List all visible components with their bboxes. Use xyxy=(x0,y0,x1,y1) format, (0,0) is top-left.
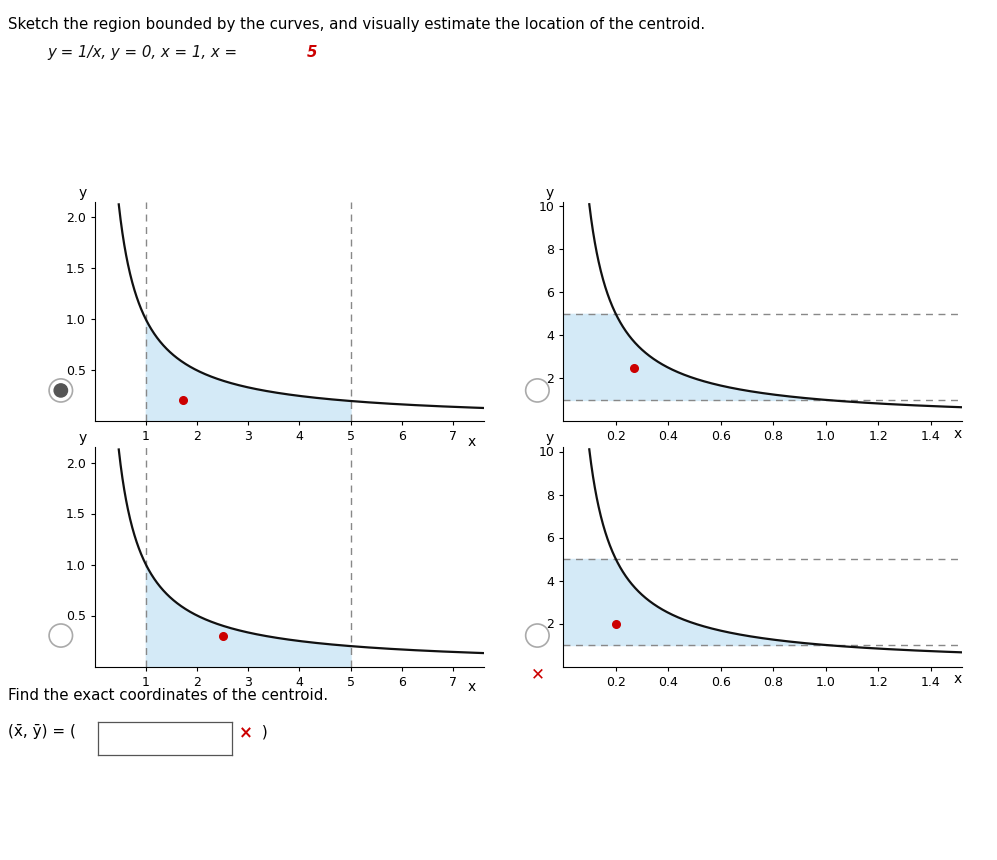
Text: Sketch the region bounded by the curves, and visually estimate the location of t: Sketch the region bounded by the curves,… xyxy=(8,17,705,32)
Text: x: x xyxy=(954,672,962,686)
Text: y: y xyxy=(79,186,87,200)
Text: ✕: ✕ xyxy=(530,665,544,683)
Text: x: x xyxy=(468,434,476,449)
Text: y = 1/x, y = 0, x = 1, x =: y = 1/x, y = 0, x = 1, x = xyxy=(48,45,242,59)
Text: ): ) xyxy=(257,724,268,739)
Text: 5: 5 xyxy=(307,45,318,59)
Text: (x̄, ȳ) = (: (x̄, ȳ) = ( xyxy=(8,724,76,739)
Text: y: y xyxy=(545,186,553,200)
Text: ×: × xyxy=(239,724,253,742)
Text: x: x xyxy=(468,679,476,694)
Text: y: y xyxy=(79,431,87,445)
Text: Find the exact coordinates of the centroid.: Find the exact coordinates of the centro… xyxy=(8,688,328,703)
Text: y: y xyxy=(545,431,553,445)
Circle shape xyxy=(54,384,68,397)
Text: x: x xyxy=(954,427,962,441)
